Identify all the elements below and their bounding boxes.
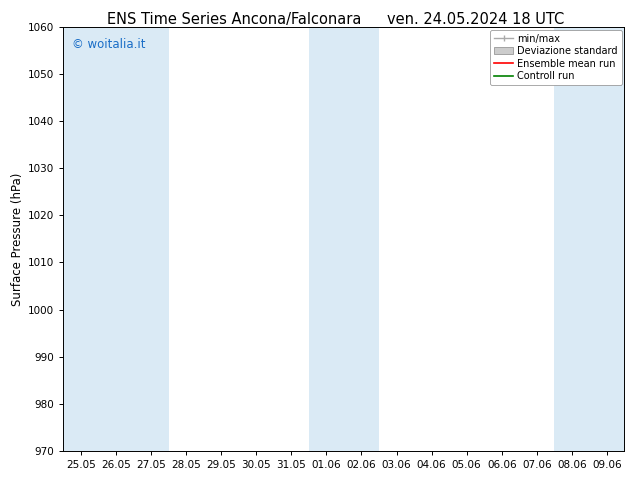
Bar: [63, 27, 98, 451]
Bar: [134, 27, 169, 451]
Text: © woitalia.it: © woitalia.it: [72, 38, 145, 50]
Bar: [554, 27, 590, 451]
Legend: min/max, Deviazione standard, Ensemble mean run, Controll run: min/max, Deviazione standard, Ensemble m…: [490, 30, 621, 85]
Y-axis label: Surface Pressure (hPa): Surface Pressure (hPa): [11, 172, 24, 306]
Bar: [309, 27, 344, 451]
Text: ENS Time Series Ancona/Falconara: ENS Time Series Ancona/Falconara: [107, 12, 362, 27]
Bar: [98, 27, 134, 451]
Bar: [344, 27, 379, 451]
Text: ven. 24.05.2024 18 UTC: ven. 24.05.2024 18 UTC: [387, 12, 564, 27]
Bar: [590, 27, 624, 451]
